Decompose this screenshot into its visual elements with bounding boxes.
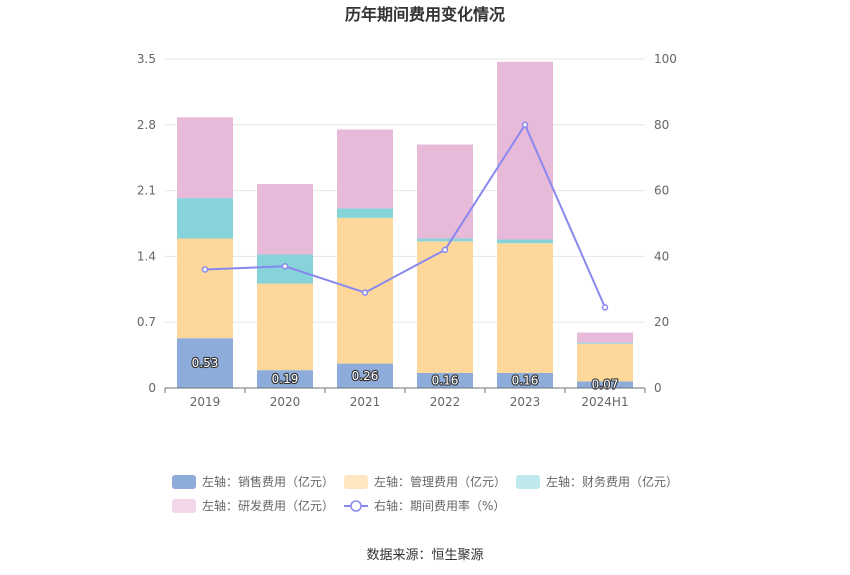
bar-segment[interactable] (257, 283, 313, 371)
bar-segment[interactable] (177, 198, 233, 239)
chart-title: 历年期间费用变化情况 (345, 5, 505, 24)
legend-label: 左轴：销售费用（亿元） (202, 474, 334, 489)
x-tick-label: 2022 (430, 395, 461, 409)
left-tick-label: 3.5 (137, 52, 156, 66)
legend-label: 左轴：管理费用（亿元） (374, 474, 506, 489)
legend-item[interactable]: 右轴：期间费用率（%） (344, 498, 505, 513)
bar-segment[interactable] (577, 342, 633, 344)
right-tick-label: 80 (654, 118, 669, 132)
left-tick-label: 2.1 (137, 184, 156, 198)
legend-item[interactable]: 左轴：财务费用（亿元） (516, 474, 678, 489)
left-tick-label: 2.8 (137, 118, 156, 132)
right-tick-label: 100 (654, 52, 677, 66)
rate-line-path (204, 122, 606, 308)
bar-segment[interactable] (497, 61, 553, 240)
bar-segment[interactable] (497, 239, 553, 244)
bar-segment[interactable] (417, 144, 473, 239)
x-tick-label: 2021 (350, 395, 381, 409)
rate-point[interactable] (201, 266, 209, 273)
legend-item[interactable]: 左轴：研发费用（亿元） (172, 498, 334, 513)
bar-segment[interactable] (577, 381, 633, 388)
x-tick-label: 2019 (190, 395, 221, 409)
bar-segment[interactable] (417, 238, 473, 242)
legend-item[interactable]: 左轴：销售费用（亿元） (172, 474, 334, 489)
legend-swatch (516, 475, 540, 489)
bar-segment[interactable] (177, 238, 233, 339)
legend-item[interactable]: 左轴：管理费用（亿元） (344, 474, 506, 489)
left-tick-label: 0.7 (137, 315, 156, 329)
bar-segment[interactable] (497, 243, 553, 373)
bar-value-label: 0.53 (192, 356, 219, 370)
bar-value-label: 0.26 (352, 369, 379, 383)
bar-segment[interactable] (257, 184, 313, 255)
left-tick-label: 0 (148, 381, 156, 395)
bar-value-label: 0.19 (272, 372, 299, 386)
bars (177, 61, 633, 388)
bar-value-label: 0.16 (432, 373, 459, 387)
bar-segment[interactable] (417, 241, 473, 373)
left-axis: 0 0.7 1.4 2.1 2.8 3.5 (137, 52, 156, 395)
left-tick-label: 1.4 (137, 249, 156, 263)
bar-segment[interactable] (577, 343, 633, 382)
rate-point[interactable] (441, 246, 449, 254)
legend-swatch (172, 475, 196, 489)
data-labels: 0.53 0.19 0.26 0.16 0.16 0.07 (191, 355, 620, 393)
x-tick-label: 2020 (270, 395, 301, 409)
bar-segment[interactable] (337, 363, 393, 388)
rate-line (201, 121, 609, 311)
legend-label: 左轴：研发费用（亿元） (202, 498, 334, 513)
x-tick-label: 2023 (510, 395, 541, 409)
data-source: 数据来源：恒生聚源 (366, 548, 483, 563)
gridlines (165, 58, 645, 323)
right-tick-label: 60 (654, 184, 669, 198)
legend-swatch (172, 499, 196, 513)
bar-value-label: 0.16 (512, 373, 539, 387)
bar-segment[interactable] (257, 370, 313, 388)
rate-point[interactable] (521, 121, 529, 129)
right-tick-label: 40 (654, 249, 669, 263)
x-tick-label: 2024H1 (581, 395, 628, 409)
x-axis: 2019 2020 2021 2022 2023 2024H1 (164, 387, 646, 409)
bar-segment[interactable] (577, 332, 633, 343)
right-tick-label: 20 (654, 315, 669, 329)
bar-segment[interactable] (497, 372, 553, 388)
bar-segment[interactable] (337, 129, 393, 209)
legend-swatch (344, 475, 368, 489)
legend[interactable]: 左轴：销售费用（亿元） 左轴：管理费用（亿元） 左轴：财务费用（亿元） 左轴：研发费用… (172, 474, 678, 513)
right-axis: 0 20 40 60 80 100 (654, 52, 677, 395)
legend-label: 左轴：财务费用（亿元） (546, 474, 678, 489)
legend-label: 右轴：期间费用率（%） (374, 498, 505, 513)
rate-point[interactable] (361, 289, 369, 296)
bar-segment[interactable] (177, 117, 233, 199)
legend-marker (350, 500, 362, 512)
bar-segment[interactable] (177, 338, 233, 388)
bar-segment[interactable] (417, 372, 473, 388)
rate-point[interactable] (601, 304, 609, 311)
rate-point[interactable] (281, 263, 289, 270)
right-tick-label: 0 (654, 381, 662, 395)
bar-value-label: 0.07 (592, 378, 619, 392)
bar-segment[interactable] (337, 208, 393, 218)
